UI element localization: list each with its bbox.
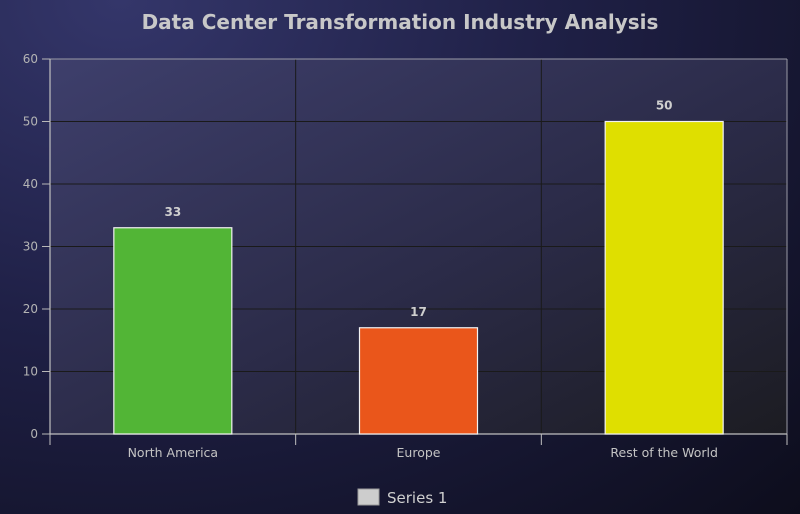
bar-1 bbox=[358, 327, 479, 435]
category-label-1: Europe bbox=[397, 445, 441, 460]
legend[interactable]: Series 1 bbox=[357, 488, 447, 507]
bars bbox=[113, 120, 724, 435]
legend-entry-series-1: Series 1 bbox=[387, 489, 447, 507]
y-tick-label-20: 20 bbox=[23, 302, 38, 316]
y-tick-label-30: 30 bbox=[23, 240, 38, 254]
data-label-2: 50 bbox=[656, 99, 673, 113]
labels: 0 10 20 30 40 50 60 33 North America 17 Europe 50 Re… bbox=[23, 52, 718, 460]
category-label-0: North America bbox=[128, 445, 219, 460]
data-label-1: 17 bbox=[410, 305, 427, 319]
y-tick-label-40: 40 bbox=[23, 177, 38, 191]
data-label-0: 33 bbox=[164, 205, 181, 219]
y-tick-label-0: 0 bbox=[30, 427, 38, 441]
chart-title: Data Center Transformation Industry Anal… bbox=[142, 10, 659, 34]
legend-swatch bbox=[357, 488, 380, 506]
y-tick-label-50: 50 bbox=[23, 115, 38, 129]
category-label-2: Rest of the World bbox=[610, 445, 718, 460]
y-tick-label-10: 10 bbox=[23, 365, 38, 379]
bar-0 bbox=[113, 227, 233, 435]
y-tick-label-60: 60 bbox=[23, 52, 38, 66]
bar-2 bbox=[604, 120, 724, 435]
